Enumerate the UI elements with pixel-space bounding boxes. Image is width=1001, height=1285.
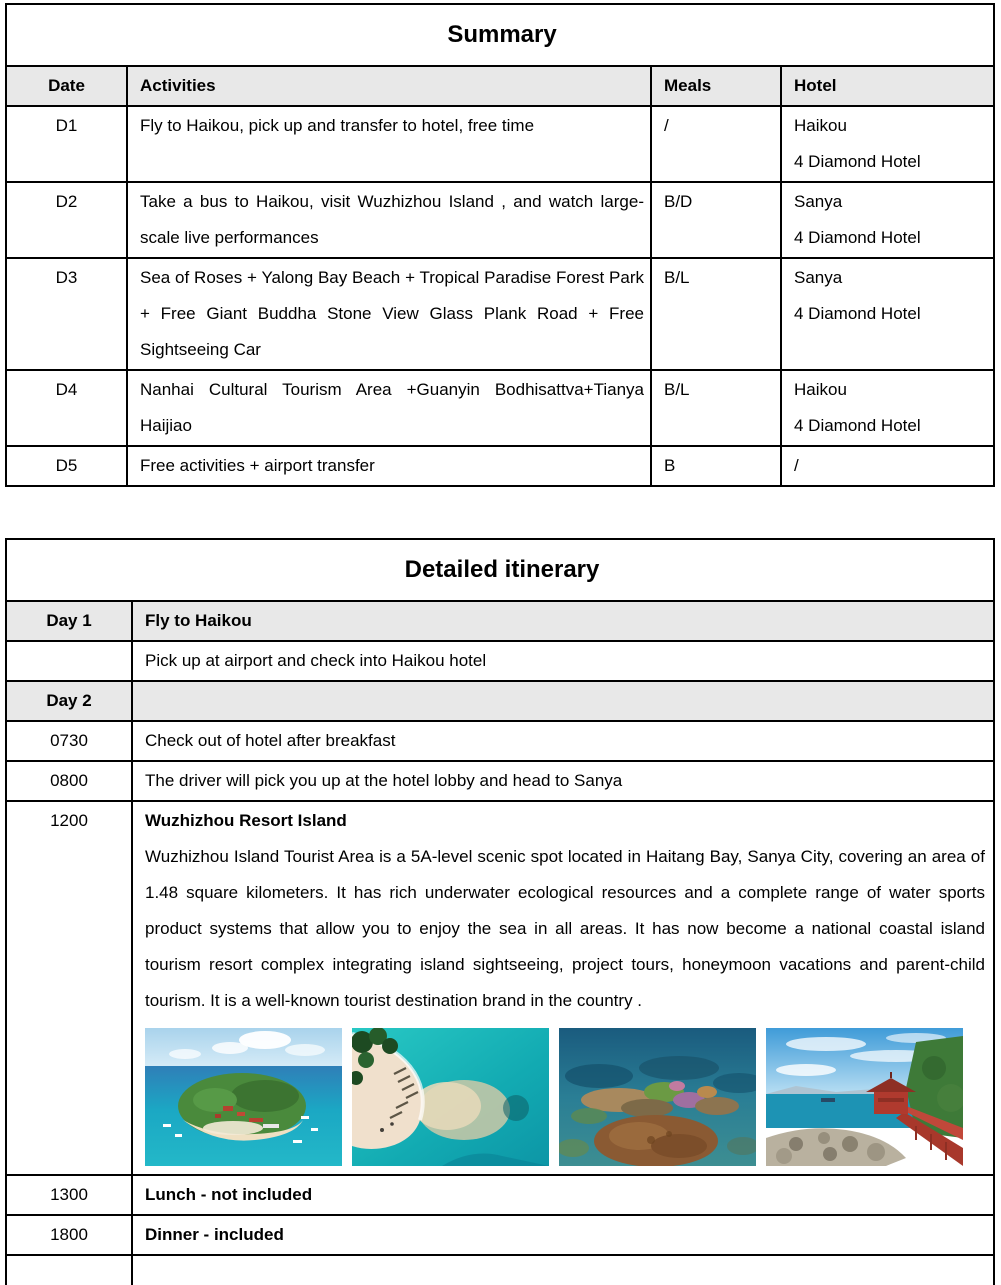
- column-header-meals: Meals: [650, 65, 782, 107]
- detail-row-0800: 0800 The driver will pick you up at the …: [5, 760, 995, 802]
- coastal-boardwalk-photo: [766, 1028, 963, 1166]
- hotel-cell: Sanya 4 Diamond Hotel: [779, 181, 996, 259]
- hotel-cell: Sanya 4 Diamond Hotel: [779, 257, 996, 371]
- detail-row-day1: Day 1 Fly to Haikou: [5, 600, 995, 642]
- summary-row-d2: D2 Take a bus to Haikou, visit Wuzhizhou…: [5, 181, 996, 259]
- time-label: 0730: [5, 720, 133, 762]
- activities-cell: Free activities + airport transfer: [126, 445, 652, 487]
- feature-cell: Wuzhizhou Resort Island Wuzhizhou Island…: [131, 800, 995, 1176]
- summary-row-d3: D3 Sea of Roses + Yalong Bay Beach + Tro…: [5, 257, 996, 371]
- hotel-cell: Haikou 4 Diamond Hotel: [779, 369, 996, 447]
- column-header-hotel: Hotel: [779, 65, 996, 107]
- activity-text: [131, 1254, 995, 1285]
- time-label: 1200: [5, 800, 133, 1176]
- time-label: 1800: [5, 1214, 133, 1256]
- date-cell: D5: [5, 445, 128, 487]
- activity-text: Check out of hotel after breakfast: [131, 720, 995, 762]
- detail-row-day2: Day 2: [5, 680, 995, 722]
- date-cell: D4: [5, 369, 128, 447]
- attraction-description: Wuzhizhou Island Tourist Area is a 5A-le…: [145, 847, 985, 1010]
- summary-row-d1: D1 Fly to Haikou, pick up and transfer t…: [5, 105, 996, 183]
- detail-row-1300: 1300 Lunch - not included: [5, 1174, 995, 1216]
- detail-row-pickup: Pick up at airport and check into Haikou…: [5, 640, 995, 682]
- meals-cell: /: [650, 105, 782, 183]
- summary-title: Summary: [4, 3, 996, 67]
- summary-row-d4: D4 Nanhai Cultural Tourism Area +Guanyin…: [5, 369, 996, 447]
- activities-cell: Nanhai Cultural Tourism Area +Guanyin Bo…: [126, 369, 652, 447]
- meals-cell: B/D: [650, 181, 782, 259]
- date-cell: D3: [5, 257, 128, 371]
- detail-row-0730: 0730 Check out of hotel after breakfast: [5, 720, 995, 762]
- meals-cell: B/L: [650, 369, 782, 447]
- meals-cell: B/L: [650, 257, 782, 371]
- time-label: [5, 1254, 133, 1285]
- summary-title-row: Summary: [4, 3, 996, 67]
- detail-title: Detailed itinerary: [5, 538, 995, 602]
- detail-row-1200: 1200 Wuzhizhou Resort Island Wuzhizhou I…: [5, 800, 995, 1176]
- detail-row-1800: 1800 Dinner - included: [5, 1214, 995, 1256]
- time-label: 0800: [5, 760, 133, 802]
- date-cell: D1: [5, 105, 128, 183]
- hotel-cell: Haikou 4 Diamond Hotel: [779, 105, 996, 183]
- activities-cell: Take a bus to Haikou, visit Wuzhizhou Is…: [126, 181, 652, 259]
- date-cell: D2: [5, 181, 128, 259]
- time-label: [5, 640, 133, 682]
- meal-text: Dinner - included: [131, 1214, 995, 1256]
- activity-text: Pick up at airport and check into Haikou…: [131, 640, 995, 682]
- activities-cell: Fly to Haikou, pick up and transfer to h…: [126, 105, 652, 183]
- hotel-cell: /: [779, 445, 996, 487]
- column-header-activities: Activities: [126, 65, 652, 107]
- day-label: Day 1: [5, 600, 133, 642]
- coral-reef-photo: [559, 1028, 756, 1166]
- attraction-title: Wuzhizhou Resort Island: [145, 811, 347, 830]
- beach-aerial-photo: [352, 1028, 549, 1166]
- summary-table: Summary Date Activities Meals Hotel D1 F…: [4, 3, 996, 487]
- island-aerial-photo: [145, 1028, 342, 1166]
- meal-text: Lunch - not included: [131, 1174, 995, 1216]
- summary-header-row: Date Activities Meals Hotel: [5, 65, 996, 107]
- photo-strip: [145, 1028, 985, 1166]
- day-label: Day 2: [5, 680, 133, 722]
- detail-row-clipped: [5, 1254, 995, 1285]
- meals-cell: B: [650, 445, 782, 487]
- activities-cell: Sea of Roses + Yalong Bay Beach + Tropic…: [126, 257, 652, 371]
- column-header-date: Date: [5, 65, 128, 107]
- day-title: Fly to Haikou: [131, 600, 995, 642]
- summary-row-d5: D5 Free activities + airport transfer B …: [5, 445, 996, 487]
- day-title: [131, 680, 995, 722]
- detail-title-row: Detailed itinerary: [5, 538, 995, 602]
- detailed-itinerary-table: Detailed itinerary Day 1 Fly to Haikou P…: [5, 538, 995, 1285]
- activity-text: The driver will pick you up at the hotel…: [131, 760, 995, 802]
- time-label: 1300: [5, 1174, 133, 1216]
